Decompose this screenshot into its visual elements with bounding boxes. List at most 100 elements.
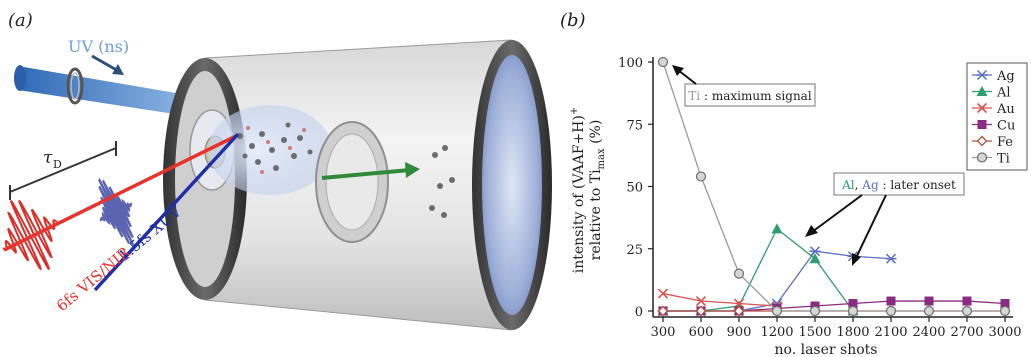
data-point-ti: [999, 305, 1011, 317]
x-tick-label: 900: [727, 325, 752, 340]
legend-label-al: Al: [996, 86, 1011, 101]
svg-text:Al, Ag : later onset: Al, Ag : later onset: [841, 178, 956, 192]
series-ti: [657, 56, 1011, 317]
detector-window: [482, 55, 542, 315]
y-label-unit: (%): [588, 120, 604, 149]
legend-label-cu: Cu: [997, 119, 1015, 134]
annotation-ti-metal: Ti: [688, 89, 700, 103]
data-point-al: [771, 223, 783, 234]
data-point-cu: [924, 296, 934, 306]
uv-label: UV (ns): [68, 37, 129, 56]
legend-label-ti: Ti: [997, 152, 1010, 167]
annotation-sep: ,: [855, 178, 863, 192]
molecules-transmitted: [429, 145, 455, 218]
x-tick-label: 600: [689, 325, 714, 340]
chart-series: [657, 56, 1011, 317]
annotation-al-ag: Al, Ag : later onset: [805, 172, 965, 266]
tau-label: τ: [43, 148, 53, 168]
legend-marker-ag: [976, 69, 988, 81]
data-point-ti: [657, 56, 669, 68]
data-point-al: [809, 253, 821, 264]
lens-ring-inner: [70, 72, 80, 100]
data-point-cu: [962, 296, 972, 306]
data-point-au: [657, 288, 669, 299]
x-tick-label: 2700: [950, 325, 983, 340]
panel-a: (a) UV (ns): [2, 10, 552, 331]
chart-ticks: 300 600 900 1200 1500 1800 2100 2400 2700 3000 0 25…: [618, 56, 1021, 340]
legend-marker-al: [976, 86, 988, 96]
xuv-pulse: [98, 177, 134, 247]
visnir-beam: [3, 134, 237, 252]
legend-label-fe: Fe: [997, 135, 1013, 150]
data-point-fe: [657, 305, 669, 317]
y-tick-label: 50: [626, 181, 643, 196]
data-point-ti: [771, 305, 783, 317]
x-tick-label: 3000: [988, 325, 1021, 340]
series-au: [657, 288, 783, 312]
series-al: [657, 223, 859, 316]
data-point-ti: [809, 305, 821, 317]
data-point-ti: [733, 268, 745, 279]
legend-marker-au: [976, 102, 988, 114]
y-axis-label-line1: intensity of (VAAF+H)+: [569, 107, 587, 273]
molecules-plume-o: [246, 126, 306, 174]
y-tick-label: 0: [635, 305, 643, 320]
uv-beam-end: [14, 65, 26, 91]
x-tick-label: 1200: [760, 325, 793, 340]
legend-marker-ti: [976, 152, 988, 163]
data-point-ti: [923, 305, 935, 317]
data-point-ti: [961, 305, 973, 317]
y-label-sup: +: [569, 107, 580, 115]
x-tick-label: 300: [651, 325, 676, 340]
data-point-ag: [809, 246, 821, 257]
series-line-ti: [662, 61, 1005, 312]
tau-subscript: D: [53, 158, 62, 171]
lens-ring: [66, 67, 84, 105]
ion-arrow: [321, 168, 411, 180]
molecules-plume: [237, 122, 313, 171]
x-tick-label: 2400: [912, 325, 945, 340]
legend-marker-cu: [977, 120, 987, 129]
panel-b: (b) 300 600 900 1200 1500 1800 2100 2400 2700 300…: [560, 10, 1028, 357]
y-label-rel: relative to Ti: [588, 169, 604, 260]
data-point-cu: [1000, 299, 1010, 309]
data-point-ti: [885, 305, 897, 317]
y-axis-label-line2: relative to Timax (%): [588, 120, 607, 261]
series-line-au: [662, 292, 778, 307]
data-point-cu: [848, 299, 858, 309]
panel-b-label: (b): [560, 10, 586, 31]
svg-text:Ti : maximum signal: Ti : maximum signal: [688, 89, 812, 103]
data-point-fe: [733, 305, 745, 317]
x-tick-label: 1800: [836, 325, 869, 340]
chamber: [163, 39, 552, 331]
legend-label-ag: Ag: [996, 69, 1015, 84]
annotation-ti-text: : maximum signal: [700, 89, 812, 103]
data-point-fe: [695, 305, 707, 317]
tau-bracket: τ D: [9, 141, 117, 200]
y-tick-label: 100: [618, 56, 643, 71]
annotation-ag-metal: Ag: [861, 178, 879, 192]
visnir-label: 6fs VIS/NIR: [53, 243, 134, 315]
y-label-sub: max: [596, 148, 607, 169]
x-tick-label: 2100: [874, 325, 907, 340]
annotation-al-metal: Al: [841, 178, 855, 192]
data-point-ti: [695, 171, 707, 182]
data-point-cu: [886, 296, 896, 306]
uv-arrow-head: [112, 64, 124, 75]
x-axis-label: no. laser shots: [775, 342, 878, 357]
visnir-pulse: [2, 199, 58, 271]
annotation-alag-text: : later onset: [879, 178, 956, 192]
panel-a-label: (a): [8, 10, 33, 31]
legend-box: [966, 62, 1028, 171]
data-point-ti: [847, 305, 859, 317]
ion-arrow-head: [405, 162, 420, 178]
series-cu: [658, 296, 1010, 316]
annotation-ti: Ti : maximum signal: [672, 65, 816, 107]
legend-marker-fe: [976, 135, 988, 147]
data-point-ag: [885, 253, 897, 264]
legend-label-au: Au: [996, 102, 1015, 117]
y-tick-label: 25: [626, 243, 643, 258]
y-label-main: intensity of (VAAF+H): [571, 115, 587, 273]
